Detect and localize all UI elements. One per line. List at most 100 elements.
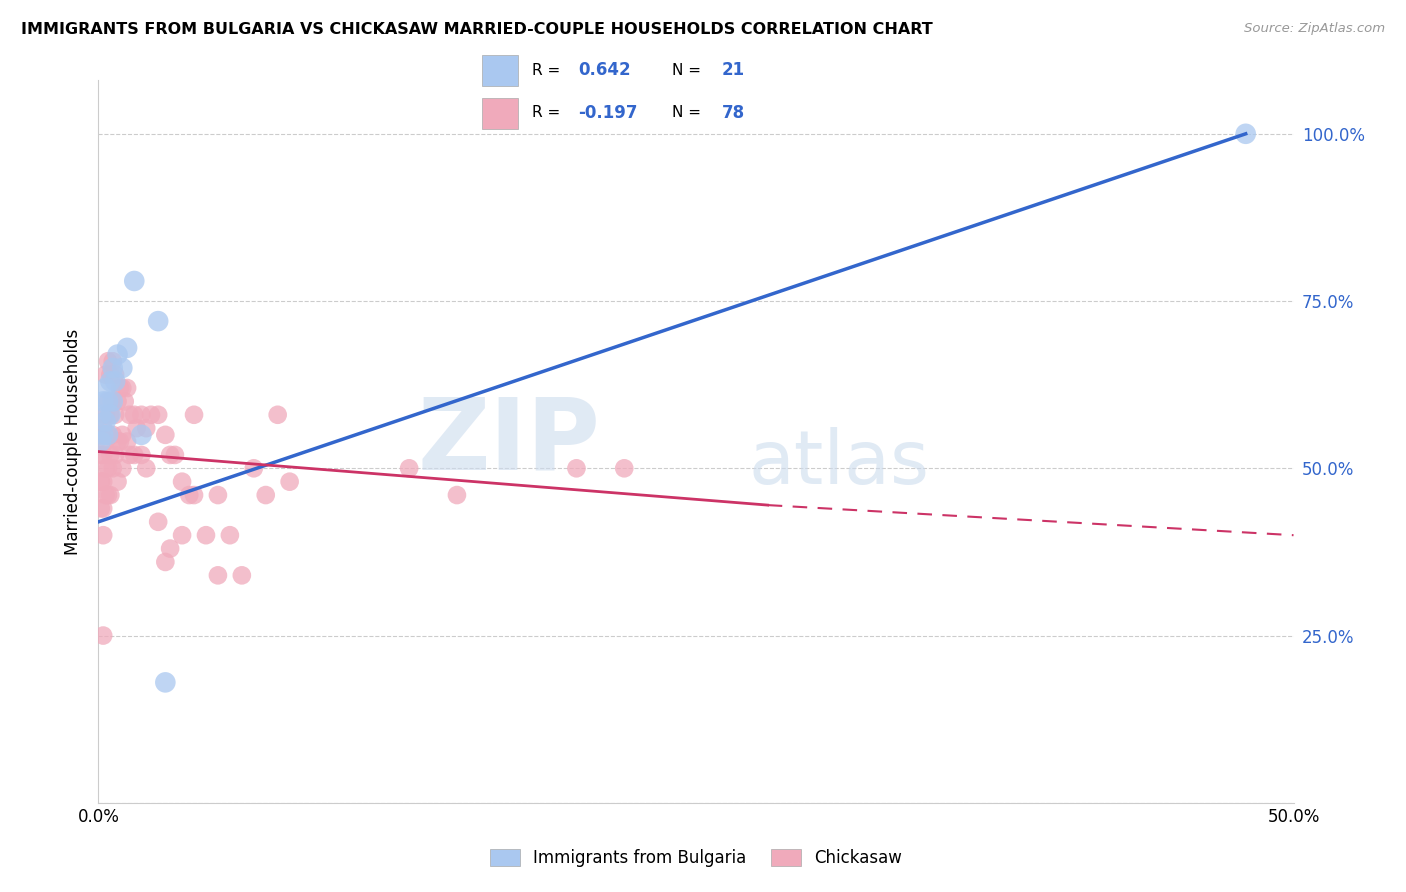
Point (91, 448, 114, 462)
Point (90, 475, 112, 489)
Point (101, 394, 124, 409)
Text: 78: 78 (723, 103, 745, 121)
Point (101, 354, 124, 368)
Point (98, 488, 122, 502)
Point (90, 434, 112, 449)
Text: 21: 21 (723, 62, 745, 79)
Point (91, 501, 114, 516)
Point (278, 475, 301, 489)
Text: N =: N = (672, 105, 706, 120)
Point (107, 475, 129, 489)
Point (243, 461, 266, 475)
Point (107, 348, 129, 362)
Point (124, 448, 146, 462)
Point (135, 461, 157, 475)
Text: N =: N = (672, 62, 706, 78)
Point (219, 528, 242, 542)
Point (90, 448, 112, 462)
Point (90, 408, 112, 422)
Point (111, 461, 134, 475)
Point (104, 408, 127, 422)
Point (148, 515, 170, 529)
Point (108, 434, 131, 449)
Point (94, 488, 117, 502)
Point (108, 381, 131, 395)
Point (98, 448, 122, 462)
Point (139, 408, 162, 422)
Point (131, 448, 153, 462)
Point (163, 448, 186, 462)
Point (114, 394, 136, 409)
Point (111, 361, 134, 376)
Point (91, 528, 114, 542)
Point (124, 408, 146, 422)
Point (98, 375, 122, 389)
Point (104, 368, 127, 382)
Point (131, 427, 153, 442)
Point (118, 448, 141, 462)
Point (94, 368, 117, 382)
Y-axis label: Married-couple Households: Married-couple Households (63, 328, 82, 555)
Point (97, 427, 120, 442)
FancyBboxPatch shape (482, 55, 517, 86)
Point (118, 408, 141, 422)
Point (195, 528, 218, 542)
Point (91, 421, 114, 435)
Point (172, 528, 194, 542)
Point (124, 274, 146, 288)
Point (97, 488, 120, 502)
Text: Source: ZipAtlas.com: Source: ZipAtlas.com (1244, 22, 1385, 36)
Point (135, 421, 157, 435)
Point (97, 354, 120, 368)
Point (94, 461, 117, 475)
Point (172, 475, 194, 489)
Point (231, 568, 253, 582)
Point (446, 488, 468, 502)
Point (155, 675, 177, 690)
Point (125, 421, 148, 435)
Point (267, 408, 290, 422)
Point (131, 408, 153, 422)
Point (183, 488, 205, 502)
Point (101, 461, 124, 475)
Point (91, 628, 114, 642)
Point (1234, 127, 1257, 141)
Point (94, 408, 117, 422)
Point (179, 488, 201, 502)
Point (115, 341, 138, 355)
Text: 0.642: 0.642 (579, 62, 631, 79)
Text: R =: R = (531, 62, 565, 78)
Text: atlas: atlas (749, 426, 929, 500)
Point (115, 434, 138, 449)
Point (98, 408, 122, 422)
Point (101, 427, 124, 442)
Point (565, 461, 588, 475)
Point (104, 448, 127, 462)
Point (97, 427, 120, 442)
Point (101, 361, 124, 376)
Point (90, 501, 112, 516)
Point (98, 368, 122, 382)
Point (111, 427, 134, 442)
Point (104, 375, 127, 389)
Point (613, 461, 636, 475)
Legend: Immigrants from Bulgaria, Chickasaw: Immigrants from Bulgaria, Chickasaw (489, 848, 903, 867)
Point (94, 434, 117, 449)
Point (97, 394, 120, 409)
Point (398, 461, 420, 475)
Point (254, 488, 277, 502)
Point (107, 434, 129, 449)
Point (111, 381, 134, 395)
Point (91, 394, 114, 409)
Point (101, 394, 124, 409)
Point (91, 427, 114, 442)
Point (115, 381, 138, 395)
Point (207, 568, 229, 582)
Point (94, 381, 117, 395)
Text: IMMIGRANTS FROM BULGARIA VS CHICKASAW MARRIED-COUPLE HOUSEHOLDS CORRELATION CHAR: IMMIGRANTS FROM BULGARIA VS CHICKASAW MA… (21, 22, 932, 37)
Text: -0.197: -0.197 (579, 103, 638, 121)
Point (97, 394, 120, 409)
Point (148, 314, 170, 328)
Text: ZIP: ZIP (418, 393, 600, 490)
Point (183, 408, 205, 422)
